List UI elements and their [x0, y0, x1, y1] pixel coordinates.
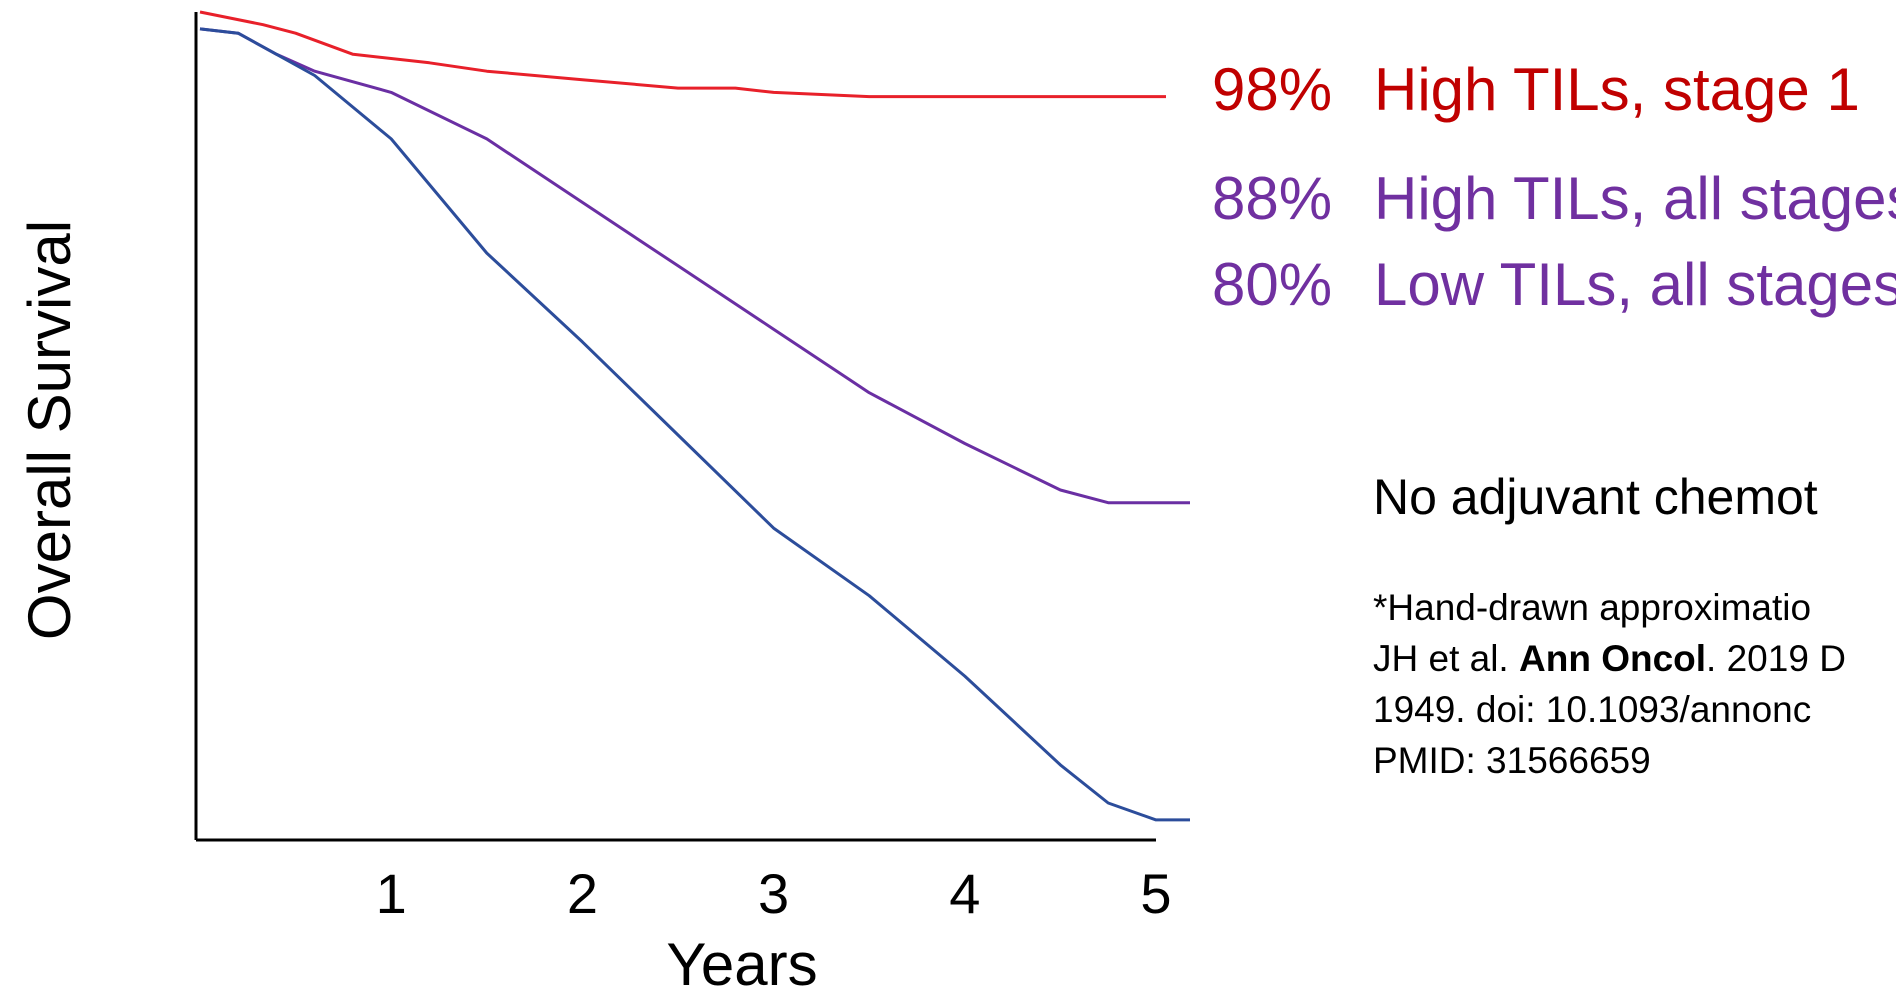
series-name-label: Low TILs, all stages: [1374, 251, 1896, 318]
end-percent-label: 80%: [1212, 251, 1332, 318]
citation-line-3: 1949. doi: 10.1093/annonc: [1373, 689, 1812, 730]
citation-line-4: PMID: 31566659: [1373, 740, 1651, 781]
x-tick-label: 5: [1140, 862, 1171, 925]
series-name-label: High TILs, all stages: [1374, 165, 1896, 232]
x-axis-title: Years: [666, 931, 817, 995]
x-tick-label: 3: [758, 862, 789, 925]
citation-line-2: JH et al. Ann Oncol. 2019 D: [1373, 633, 1846, 684]
end-of-line-labels: 98% High TILs, stage 1 88% High TILs, all s…: [1212, 56, 1896, 318]
x-tick-label: 4: [949, 862, 980, 925]
survival-curve: [199, 10, 1166, 99]
x-tick-label: 1: [376, 862, 407, 925]
x-tick-labels: 1 2 3 4 5: [376, 862, 1172, 925]
y-axis-title: Overall Survival: [16, 220, 83, 640]
citation-journal: Ann Oncol: [1519, 638, 1707, 679]
survival-curve: [199, 27, 1190, 822]
citation-line-1: *Hand-drawn approximatio: [1373, 587, 1812, 628]
citation-date: . 2019 D: [1706, 638, 1846, 679]
x-tick-label: 2: [567, 862, 598, 925]
condition-note: No adjuvant chemot: [1373, 469, 1818, 525]
citation-authors: JH et al.: [1373, 638, 1519, 679]
series-name-label: High TILs, stage 1: [1374, 56, 1860, 123]
citation-note: *Hand-drawn approximatio JH et al. Ann O…: [1373, 582, 1846, 786]
survival-curves: [199, 10, 1190, 822]
survival-curve: [199, 27, 1190, 505]
end-percent-label: 88%: [1212, 165, 1332, 232]
end-percent-label: 98%: [1212, 56, 1332, 123]
